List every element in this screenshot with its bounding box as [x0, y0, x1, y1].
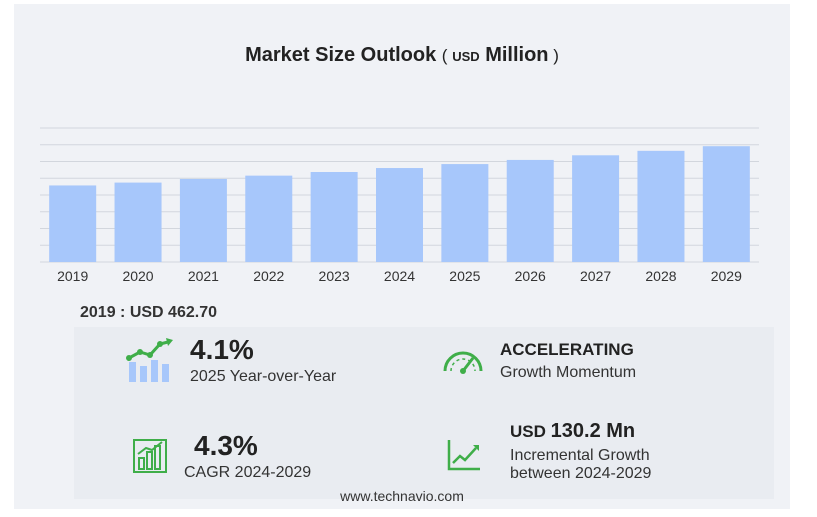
incremental-label-2: between 2024-2029 — [510, 465, 652, 482]
kpi-incremental: USD 130.2 Mn Incremental Growth between … — [510, 420, 651, 483]
bar-2021 — [179, 178, 227, 262]
cagr-value: 4.3% — [194, 430, 258, 461]
bar-chart: 2019 2020 2021 2022 2023 2024 2025 2026 2027 2028… — [40, 127, 759, 284]
bar-2024 — [376, 168, 423, 262]
tick-label-2023: 2023 — [319, 268, 350, 284]
stat-2019-label: 2019 : USD — [80, 304, 164, 321]
tick-label-2019: 2019 — [57, 268, 88, 284]
tick-label-2028: 2028 — [645, 268, 676, 284]
chart-title: Market Size Outlook ( USD Million ) — [14, 44, 790, 67]
incremental-value-line: USD 130.2 Mn — [510, 420, 651, 443]
kpi-cagr: 4.3% CAGR 2024-2029 — [184, 430, 311, 482]
kpi-yoy: 4.1% 2025 Year-over-Year — [190, 334, 336, 386]
bar-2023 — [310, 172, 358, 262]
tick-label-2021: 2021 — [188, 268, 219, 284]
tick-label-2027: 2027 — [580, 268, 611, 284]
title-unit-prefix: USD — [452, 49, 480, 64]
growth-chart-icon — [126, 338, 173, 382]
bar-2025 — [441, 164, 489, 262]
incremental-currency: USD — [510, 422, 546, 441]
tick-label-2026: 2026 — [515, 268, 546, 284]
stat-2019-value: 462.70 — [168, 304, 217, 321]
incremental-value: 130.2 Mn — [550, 420, 636, 442]
tick-label-2029: 2029 — [711, 268, 742, 284]
chart-card: Market Size Outlook ( USD Million ) 2019… — [14, 4, 790, 509]
bar-2028 — [637, 150, 685, 262]
bar-2019 — [49, 185, 97, 262]
speedometer-icon — [443, 351, 483, 374]
title-unit: Million — [485, 44, 549, 66]
bar-growth-icon — [133, 439, 167, 473]
title-paren-open: ( — [441, 46, 453, 65]
title-paren-close: ) — [548, 46, 559, 65]
bar-2022 — [245, 175, 293, 262]
bar-2026 — [506, 159, 554, 262]
tick-label-2024: 2024 — [384, 268, 415, 284]
cagr-label: CAGR 2024-2029 — [184, 464, 312, 481]
kpi-momentum: ACCELERATING Growth Momentum — [500, 340, 636, 382]
bar-2029 — [702, 146, 750, 262]
tick-label-2025: 2025 — [449, 268, 480, 284]
tick-label-2020: 2020 — [122, 268, 153, 284]
line-growth-icon — [447, 440, 480, 471]
stat-2019: 2019 : USD 462.70 — [80, 304, 217, 322]
incremental-label-1: Incremental Growth — [510, 447, 650, 464]
bar-2027 — [572, 155, 620, 262]
tick-label-2022: 2022 — [253, 268, 284, 284]
footer-url[interactable]: www.technavio.com — [340, 488, 464, 504]
bar-2020 — [114, 182, 162, 262]
momentum-title: ACCELERATING — [500, 340, 634, 359]
yoy-label: 2025 Year-over-Year — [190, 368, 337, 385]
title-text: Market Size Outlook — [245, 44, 437, 66]
yoy-value: 4.1% — [190, 334, 254, 365]
momentum-label: Growth Momentum — [500, 364, 637, 381]
kpi-panel — [74, 327, 774, 499]
